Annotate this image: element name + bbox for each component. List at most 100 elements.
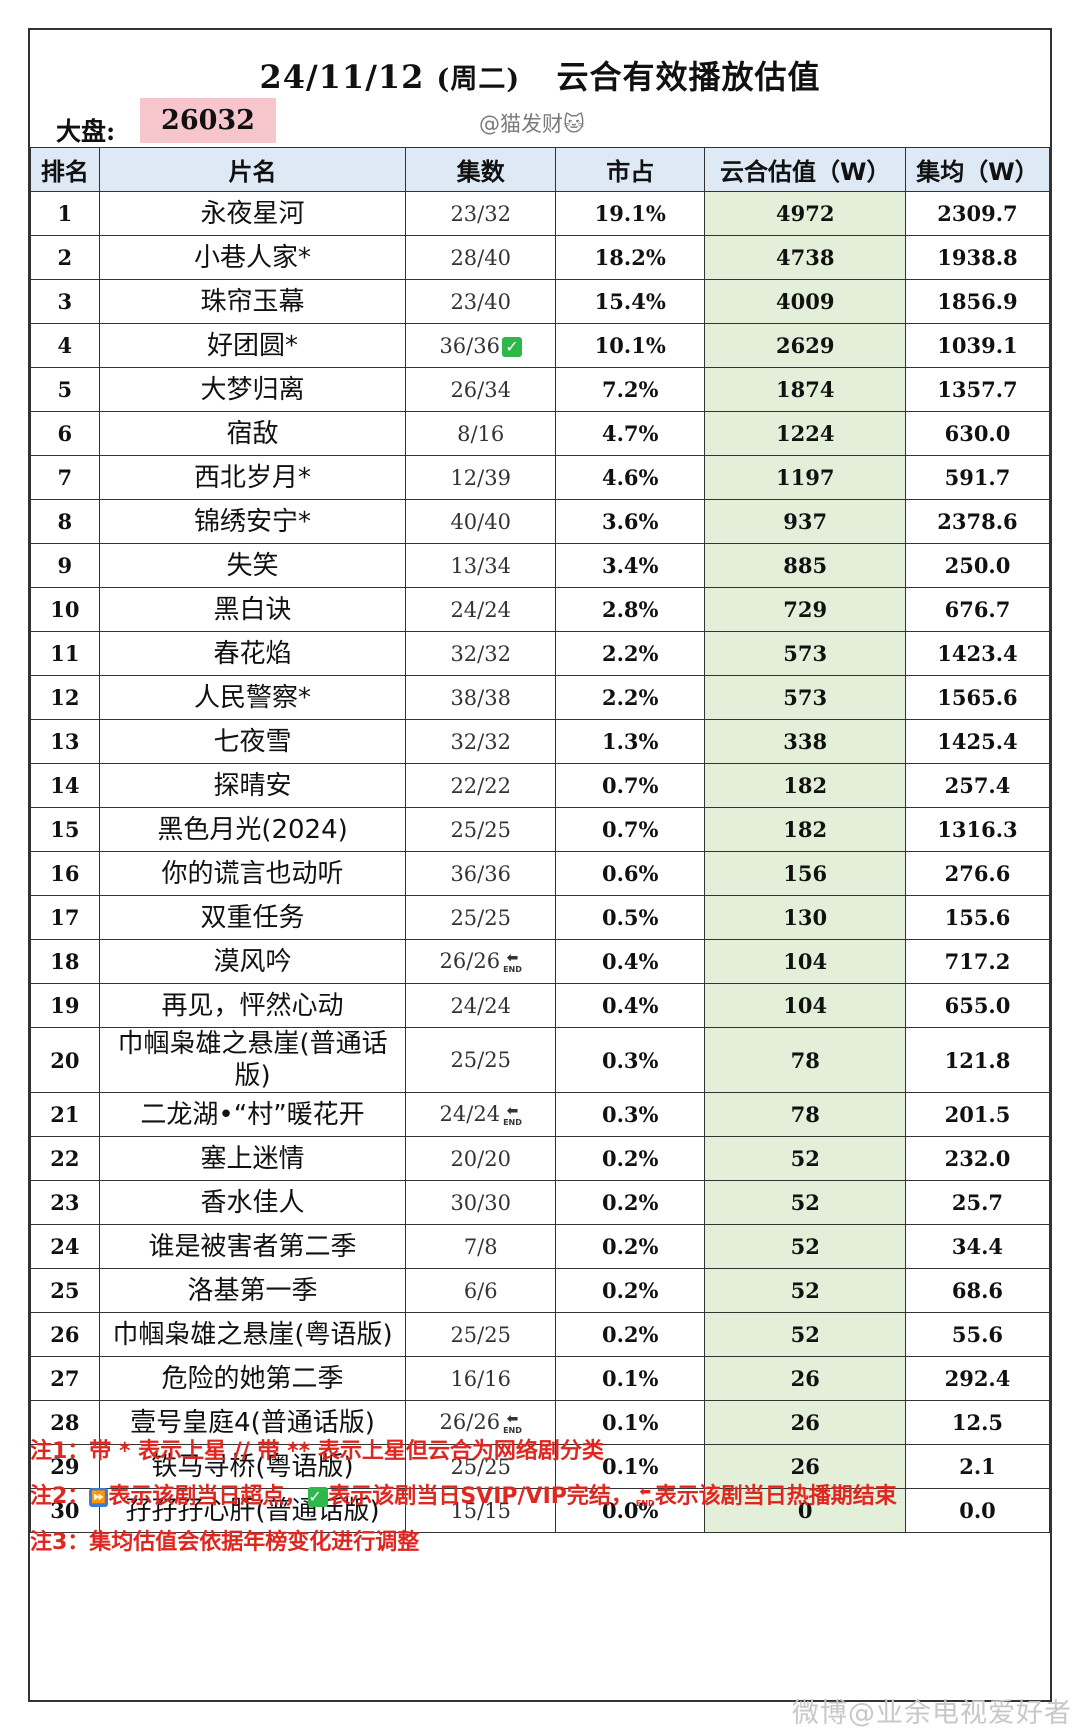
cell-episodes: 24/24: [405, 983, 556, 1028]
cell-rank: 12: [30, 675, 100, 720]
cell-estimate: 104: [704, 983, 906, 1028]
cell-average: 201.5: [904, 1092, 1051, 1137]
cell-episodes: 25/25: [405, 1444, 556, 1489]
table-row: 28 壹号皇庭4(普通话版) 26/26 ⬅ END 0.1% 26 12.5: [30, 1400, 1051, 1445]
cell-rank: 18: [30, 939, 100, 984]
cell-rank: 26: [30, 1312, 100, 1357]
cell-title-text: 漠风吟: [213, 946, 292, 977]
table-header-row: 排名 片名 集数 市占 云合估值（W） 集均（W）: [30, 147, 1051, 192]
column-header-rank: 排名: [30, 147, 100, 192]
cell-title-text: 人民警察*: [194, 682, 312, 713]
cell-title-text: 香水佳人: [200, 1187, 305, 1218]
cell-rank: 1: [30, 191, 100, 236]
cell-estimate: 1197: [704, 455, 906, 500]
cell-episodes: 23/40: [405, 279, 556, 324]
cell-title-text: 失笑: [226, 550, 279, 581]
cell-average-text: 12.5: [951, 1410, 1004, 1435]
cell-average-text: 25.7: [951, 1190, 1004, 1215]
cell-title-text: 铁马寻桥(粤语版): [151, 1451, 354, 1482]
table-row: 10 黑白诀 24/24 2.8% 729 676.7: [30, 587, 1051, 632]
cell-title: 你的谎言也动听: [98, 851, 407, 896]
cell-estimate: 78: [704, 1092, 906, 1137]
table-row: 4 好团圆* 36/36 ✓ 10.1% 2629 1039.1: [30, 323, 1051, 368]
cell-average: 591.7: [904, 455, 1051, 500]
cell-estimate-text: 104: [783, 993, 828, 1018]
cell-episodes-text: 23/40: [450, 289, 511, 314]
cell-average-text: 1357.7: [937, 377, 1018, 402]
cell-episodes-text: 32/32: [450, 729, 511, 754]
cell-share: 0.2%: [554, 1136, 706, 1181]
cell-episodes-text: 24/24: [450, 597, 511, 622]
ranking-sheet: 24/11/12 (周二) 云合有效播放估值 大盘: 26032 @猫发财🐱 排…: [28, 28, 1052, 1702]
cell-title-text: 黑白诀: [213, 594, 292, 625]
cell-average: 717.2: [904, 939, 1051, 984]
cell-title-text: 巾帼枭雄之悬崖(粤语版): [112, 1319, 393, 1350]
cell-share-text: 0.0%: [601, 1498, 659, 1523]
cell-title: 黑白诀: [98, 587, 407, 632]
cell-episodes-text: 13/34: [450, 553, 511, 578]
cell-share: 7.2%: [554, 367, 706, 412]
cell-estimate-text: 52: [790, 1322, 820, 1347]
cell-share-text: 2.2%: [601, 641, 659, 666]
cell-rank: 13: [30, 719, 100, 764]
table-row: 17 双重任务 25/25 0.5% 130 155.6: [30, 895, 1051, 940]
cell-estimate-text: 2629: [775, 333, 835, 358]
table-row: 13 七夜雪 32/32 1.3% 338 1425.4: [30, 719, 1051, 764]
cell-share: 0.2%: [554, 1224, 706, 1269]
cell-average-text: 2378.6: [937, 509, 1018, 534]
cell-title: 锦绣安宁*: [98, 499, 407, 544]
cell-share-text: 1.3%: [601, 729, 659, 754]
column-header-episodes: 集数: [405, 147, 556, 192]
cell-estimate-text: 0: [797, 1498, 813, 1523]
cell-estimate-text: 26: [790, 1366, 820, 1391]
cell-rank-text: 13: [50, 729, 80, 754]
cell-estimate-text: 130: [783, 905, 828, 930]
table-row: 16 你的谎言也动听 36/36 0.6% 156 276.6: [30, 851, 1051, 896]
cell-estimate-text: 26: [790, 1454, 820, 1479]
cell-rank-text: 10: [50, 597, 80, 622]
cell-average-text: 155.6: [944, 905, 1011, 930]
cell-average-text: 1425.4: [937, 729, 1018, 754]
cell-title-text: 洛基第一季: [187, 1275, 318, 1306]
cell-title: 大梦归离: [98, 367, 407, 412]
cell-title: 七夜雪: [98, 719, 407, 764]
cell-title-text: 黑色月光(2024): [157, 814, 348, 845]
cell-rank: 14: [30, 763, 100, 808]
cell-episodes-text: 24/24: [439, 1102, 501, 1127]
cell-share-text: 0.4%: [601, 993, 659, 1018]
table-row: 24 谁是被害者第二季 7/8 0.2% 52 34.4: [30, 1224, 1051, 1269]
cell-rank-text: 6: [57, 421, 73, 446]
cell-rank-text: 8: [57, 509, 73, 534]
cell-estimate: 2629: [704, 323, 906, 368]
cell-average-text: 121.8: [944, 1047, 1011, 1073]
cell-title: 珠帘玉幕: [98, 279, 407, 324]
cell-share-text: 15.4%: [594, 289, 666, 314]
cell-rank-text: 23: [50, 1190, 80, 1215]
cell-title-text: 二龙湖•“村”暖花开: [140, 1099, 365, 1130]
cell-rank: 20: [30, 1027, 100, 1093]
note-2-text-c: 表示该剧当日热播期结束: [654, 1484, 897, 1509]
check-complete-icon: ✓: [308, 1487, 329, 1507]
cell-share-text: 2.8%: [601, 597, 659, 622]
cell-title: 小巷人家*: [98, 235, 407, 280]
cell-average: 68.6: [904, 1268, 1051, 1313]
cell-rank: 21: [30, 1092, 100, 1137]
cell-episodes: 38/38: [405, 675, 556, 720]
cell-average-text: 655.0: [944, 993, 1011, 1018]
cell-share-text: 0.1%: [601, 1454, 659, 1479]
cell-estimate-text: 4738: [775, 245, 835, 270]
cell-average-text: 201.5: [944, 1102, 1011, 1127]
cell-title-text: 你的谎言也动听: [161, 858, 344, 889]
cell-average: 1425.4: [904, 719, 1051, 764]
cell-share-text: 2.2%: [601, 685, 659, 710]
cell-estimate-text: 156: [783, 861, 828, 886]
cell-rank: 24: [30, 1224, 100, 1269]
cell-estimate-text: 52: [790, 1146, 820, 1171]
cell-average-text: 68.6: [951, 1278, 1004, 1303]
cell-share: 3.6%: [554, 499, 706, 544]
cell-estimate: 573: [704, 631, 906, 676]
cell-estimate: 78: [704, 1027, 906, 1093]
table-row: 14 探晴安 22/22 0.7% 182 257.4: [30, 763, 1051, 808]
note-2-text-b: 表示该剧当日SVIP/VIP完结，: [328, 1484, 633, 1509]
cell-average-text: 276.6: [944, 861, 1011, 886]
